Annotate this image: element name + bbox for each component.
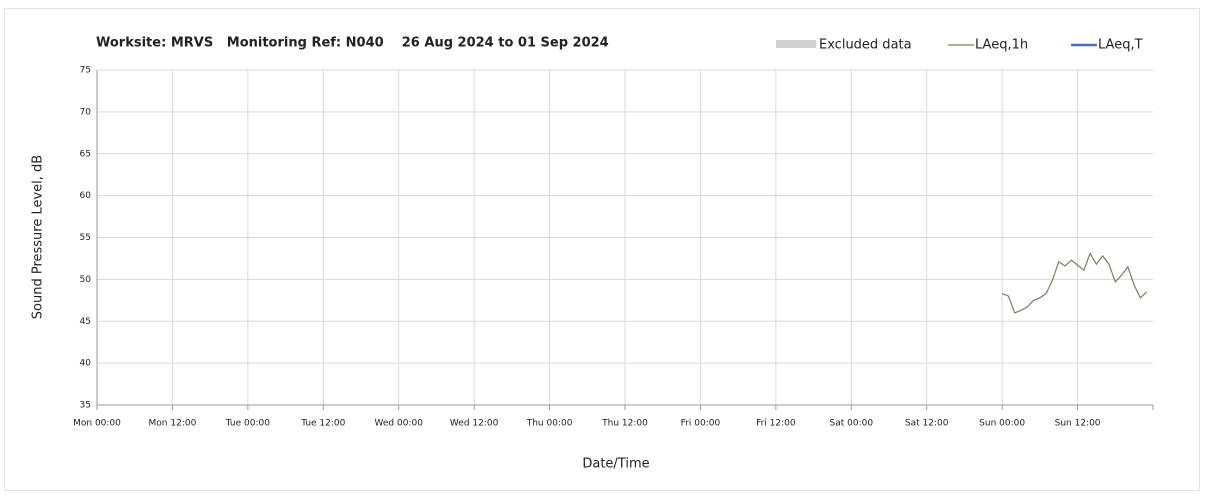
y-tick-label: 40 <box>80 359 92 369</box>
legend-label: Excluded data <box>819 38 912 53</box>
legend-label: LAeq,1h <box>975 38 1028 53</box>
y-tick-label: 75 <box>80 66 91 76</box>
x-tick-label: Mon 12:00 <box>149 419 197 429</box>
x-tick-label: Wed 00:00 <box>375 419 424 429</box>
y-tick-label: 45 <box>80 317 91 327</box>
x-tick-label: Sat 12:00 <box>905 419 949 429</box>
x-tick-label: Fri 12:00 <box>756 419 796 429</box>
y-tick-label: 35 <box>80 401 91 411</box>
x-tick-label: Tue 12:00 <box>300 419 345 429</box>
y-axis-label: Sound Pressure Level, dB <box>31 155 46 319</box>
y-tick-label: 60 <box>80 191 92 201</box>
y-tick-label: 50 <box>80 275 92 285</box>
legend-swatch <box>776 40 816 48</box>
y-tick-label: 70 <box>80 107 92 117</box>
chart-title: Worksite: MRVS Monitoring Ref: N040 26 A… <box>96 36 609 51</box>
x-tick-label: Sun 12:00 <box>1055 419 1101 429</box>
x-tick-label: Thu 00:00 <box>526 419 573 429</box>
x-axis-label: Date/Time <box>582 457 649 472</box>
x-tick-label: Sat 00:00 <box>830 419 874 429</box>
series-line <box>1001 252 1148 314</box>
x-tick-label: Fri 00:00 <box>681 419 721 429</box>
legend-label: LAeq,T <box>1098 38 1143 53</box>
x-tick-label: Tue 00:00 <box>225 419 270 429</box>
frame <box>4 8 1200 491</box>
x-tick-label: Sun 00:00 <box>979 419 1025 429</box>
y-tick-label: 55 <box>80 233 91 243</box>
x-tick-label: Wed 12:00 <box>450 419 499 429</box>
x-tick-label: Mon 00:00 <box>73 419 121 429</box>
x-tick-label: Thu 12:00 <box>601 419 648 429</box>
y-tick-label: 65 <box>80 149 91 159</box>
